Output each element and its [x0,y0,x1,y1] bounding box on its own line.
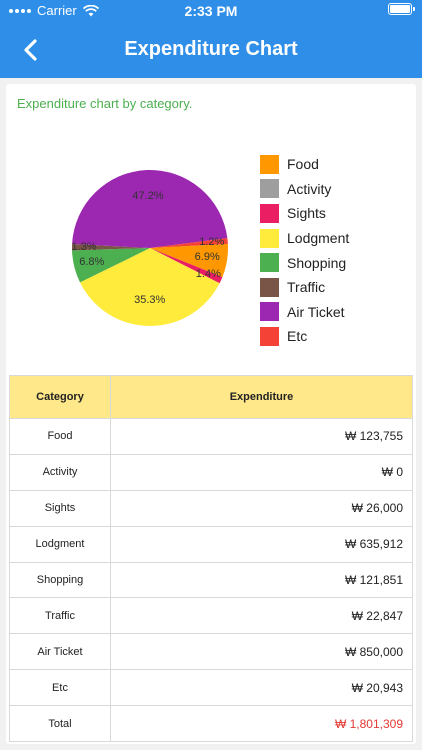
pie-chart-svg [72,169,228,326]
wifi-icon [82,4,99,16]
carrier-info: Carrier [9,3,99,18]
pie-slice-food [150,243,228,277]
category-cell: Air Ticket [9,633,111,671]
table-header-row: Category Expenditure [9,375,413,419]
legend-item-food: Food [260,152,349,177]
legend-swatch [260,277,279,297]
table-row: Activity ₩ 0 [9,453,413,491]
legend-swatch [260,203,279,223]
amount-cell: ₩ 123,755 [110,418,413,455]
pie-data-label: 6.9% [194,251,220,264]
pie-slice-traffic [72,244,150,251]
legend-label: Etc [287,328,308,345]
pie-data-label: 1.3% [71,241,97,254]
table-row: Sights ₩ 26,000 [9,489,413,527]
legend-label: Sights [287,205,326,222]
legend-swatch [260,154,279,174]
amount-cell: ₩ 850,000 [110,633,413,671]
pie-data-label: 47.2% [132,190,164,203]
category-cell: Shopping [9,561,111,599]
pie-slice-sights [150,248,223,284]
table-row: Etc ₩ 20,943 [9,669,413,707]
expenditure-column-header: Expenditure [110,375,413,419]
table-row: Food ₩ 123,755 [9,418,413,455]
category-cell: Food [9,418,111,455]
chart-subtitle: Expenditure chart by category. [17,96,193,111]
legend-item-air-ticket: Air Ticket [260,300,349,325]
legend-item-lodgment: Lodgment [260,226,349,251]
status-time: 2:33 PM [184,3,238,19]
back-button[interactable] [14,34,46,66]
status-bar: Carrier 2:33 PM [0,0,422,22]
pie-data-label: 1.2% [199,236,225,249]
legend-swatch [260,253,279,273]
page-title: Expenditure Chart [124,38,298,60]
amount-cell: ₩ 20,943 [110,669,413,707]
legend-label: Lodgment [287,230,350,247]
legend-label: Activity [287,180,332,197]
pie-data-label: 35.3% [134,293,166,306]
battery-icon [388,3,415,15]
chart-legend: Food Activity Sights Lodgment Shopping Traffi… [260,152,349,349]
legend-label: Traffic [287,279,326,296]
pie-data-label: 1.4% [195,268,221,281]
pie-chart: 6.9% 1.4% 35.3% 6.8% 1.3% 47.2% 1.2% [70,168,230,328]
legend-swatch [260,179,279,199]
category-cell: Traffic [9,597,111,635]
chart-card: Expenditure chart by category. 6.9% 1.4% 3… [6,84,416,744]
legend-swatch [260,302,279,322]
table-row: Shopping ₩ 121,851 [9,561,413,599]
amount-cell: ₩ 26,000 [110,489,413,527]
amount-cell: ₩ 22,847 [110,597,413,635]
legend-swatch [260,228,279,248]
total-amount-cell: ₩ 1,801,309 [110,705,413,743]
category-cell: Total [9,705,111,743]
pie-slice-etc [150,238,228,248]
amount-cell: ₩ 121,851 [110,561,413,599]
category-cell: Lodgment [9,525,111,563]
legend-swatch [260,326,279,346]
expenditure-table: Category Expenditure Food ₩ 123,755 Activi… [9,375,413,743]
signal-icon [9,8,31,13]
pie-slice-shopping [72,248,150,283]
chevron-left-icon [24,39,37,61]
pie-slice-lodgment [80,248,220,326]
legend-label: Air Ticket [287,303,345,320]
legend-label: Shopping [287,254,347,271]
category-column-header: Category [9,375,111,419]
amount-cell: ₩ 0 [110,453,413,491]
app-bar: Carrier 2:33 PM Expenditure Chart [0,0,422,78]
pie-data-label: 6.8% [79,256,105,269]
table-row: Traffic ₩ 22,847 [9,597,413,635]
legend-item-traffic: Traffic [260,275,349,300]
pie-slice-air-ticket [72,169,228,248]
legend-label: Food [287,156,319,173]
table-total-row: Total ₩ 1,801,309 [9,705,413,743]
table-row: Lodgment ₩ 635,912 [9,525,413,563]
category-cell: Etc [9,669,111,707]
table-row: Air Ticket ₩ 850,000 [9,633,413,671]
legend-item-shopping: Shopping [260,250,349,275]
amount-cell: ₩ 635,912 [110,525,413,563]
category-cell: Activity [9,453,111,491]
carrier-label: Carrier [37,3,77,18]
legend-item-sights: Sights [260,201,349,226]
legend-item-activity: Activity [260,177,349,202]
legend-item-etc: Etc [260,324,349,349]
category-cell: Sights [9,489,111,527]
